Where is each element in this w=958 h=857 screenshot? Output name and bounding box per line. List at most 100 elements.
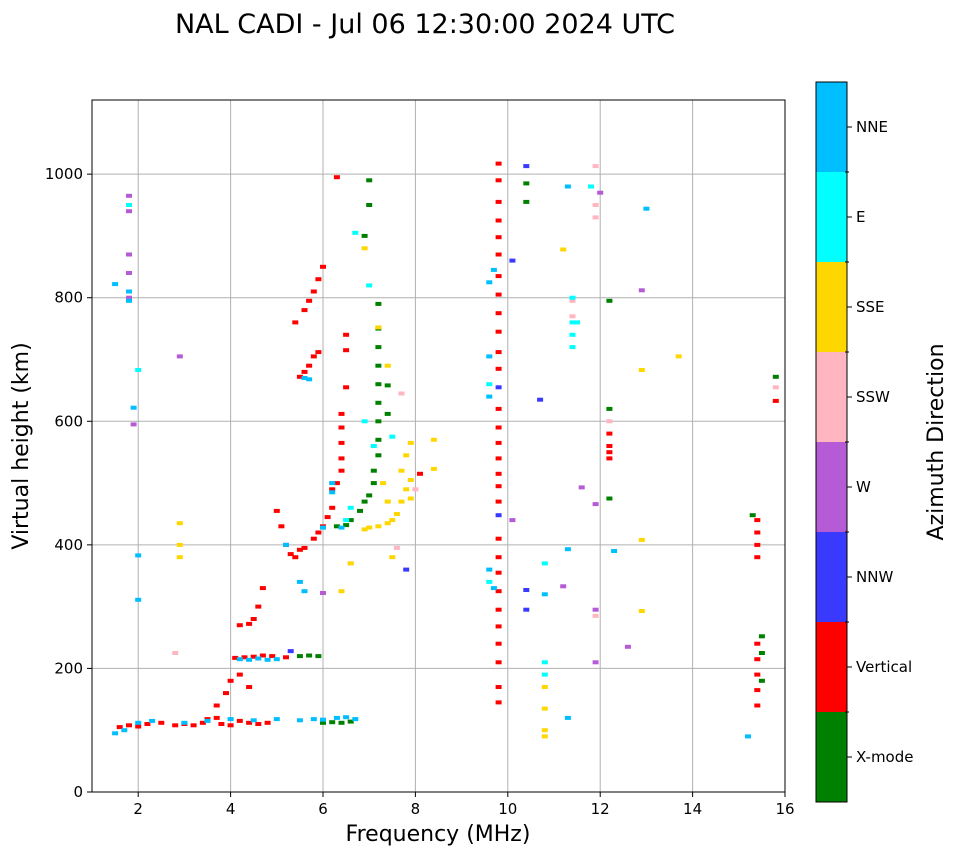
data-point xyxy=(241,655,248,660)
data-point xyxy=(236,623,243,628)
data-point xyxy=(569,314,576,319)
data-point xyxy=(495,589,502,594)
data-point xyxy=(338,468,345,473)
data-point xyxy=(403,567,410,572)
data-point xyxy=(310,536,317,541)
data-point xyxy=(560,584,567,589)
data-point xyxy=(490,267,497,272)
data-point xyxy=(306,377,313,382)
data-point xyxy=(333,175,340,180)
data-point xyxy=(486,394,493,399)
y-tick-label: 600 xyxy=(54,412,83,430)
data-point xyxy=(116,725,123,730)
data-point xyxy=(375,345,382,350)
data-point xyxy=(250,654,257,659)
data-point xyxy=(495,350,502,355)
data-point xyxy=(495,311,502,316)
data-point xyxy=(352,230,359,235)
data-point xyxy=(292,555,299,560)
x-tick-label: 10 xyxy=(498,800,517,818)
data-point xyxy=(495,274,502,279)
data-point xyxy=(329,720,336,725)
y-tick-label: 400 xyxy=(54,536,83,554)
data-point xyxy=(758,651,765,655)
data-point xyxy=(250,617,257,621)
data-point xyxy=(213,715,220,720)
data-point xyxy=(398,391,405,396)
data-point xyxy=(255,722,262,726)
data-point xyxy=(199,720,206,725)
data-point xyxy=(121,728,128,733)
data-point xyxy=(126,252,132,257)
data-point xyxy=(278,524,285,529)
colorbar-segment xyxy=(816,712,847,802)
data-point xyxy=(569,332,576,337)
data-point xyxy=(495,235,502,240)
data-point xyxy=(592,613,599,618)
data-point xyxy=(347,561,354,566)
data-point xyxy=(366,203,373,207)
data-point xyxy=(509,258,516,263)
data-point xyxy=(236,672,243,677)
data-point xyxy=(264,720,271,725)
data-point xyxy=(126,209,132,214)
data-point xyxy=(287,649,294,654)
data-point xyxy=(181,720,188,725)
x-axis-label: Frequency (MHz) xyxy=(346,822,531,847)
data-point xyxy=(495,607,502,612)
data-point xyxy=(486,354,493,359)
colorbar: X-mode Vertical NNW W SSW SSE E NNE xyxy=(815,81,913,803)
data-point xyxy=(754,530,761,535)
data-point xyxy=(574,320,581,325)
data-point xyxy=(592,660,599,665)
data-point xyxy=(306,363,313,368)
data-point xyxy=(361,527,368,532)
data-point xyxy=(320,720,326,725)
data-point xyxy=(495,385,502,390)
data-point xyxy=(126,723,132,728)
data-point xyxy=(541,706,548,711)
data-point xyxy=(495,624,502,629)
data-point xyxy=(366,283,373,288)
data-point xyxy=(130,422,137,427)
plot-area: 2 4 6 8 10 12 14 16 0 200 400 600 800 1000 xyxy=(45,99,795,818)
data-point xyxy=(597,190,604,195)
plot-background xyxy=(92,100,785,792)
data-point xyxy=(135,597,142,602)
data-point xyxy=(606,450,613,455)
data-point xyxy=(338,589,345,594)
data-point xyxy=(611,549,618,553)
data-point xyxy=(606,419,613,424)
data-point xyxy=(315,277,322,282)
data-point xyxy=(370,481,377,486)
data-point xyxy=(495,406,502,411)
data-point xyxy=(269,654,276,659)
data-point xyxy=(412,487,419,492)
data-point xyxy=(343,385,350,390)
colorbar-label: SSE xyxy=(856,298,885,316)
data-point xyxy=(523,164,530,169)
data-point xyxy=(347,518,354,523)
data-point xyxy=(130,405,137,410)
data-point xyxy=(126,203,132,207)
data-point xyxy=(398,499,405,504)
data-point xyxy=(643,206,650,211)
data-point xyxy=(495,218,502,223)
chart-title: NAL CADI - Jul 06 12:30:00 2024 UTC xyxy=(175,9,675,40)
data-point xyxy=(283,542,289,547)
data-point xyxy=(366,178,373,183)
data-point xyxy=(380,481,387,486)
data-point xyxy=(172,723,179,728)
data-point xyxy=(384,499,391,504)
data-point xyxy=(361,499,368,504)
data-point xyxy=(176,542,183,547)
y-tick-label: 1000 xyxy=(45,165,83,183)
data-point xyxy=(592,215,599,220)
data-point xyxy=(772,398,779,403)
data-point xyxy=(126,271,132,275)
data-point xyxy=(227,717,234,722)
data-point xyxy=(754,518,761,523)
x-tick-label: 8 xyxy=(411,800,421,818)
data-point xyxy=(347,719,354,724)
data-point xyxy=(569,295,576,300)
